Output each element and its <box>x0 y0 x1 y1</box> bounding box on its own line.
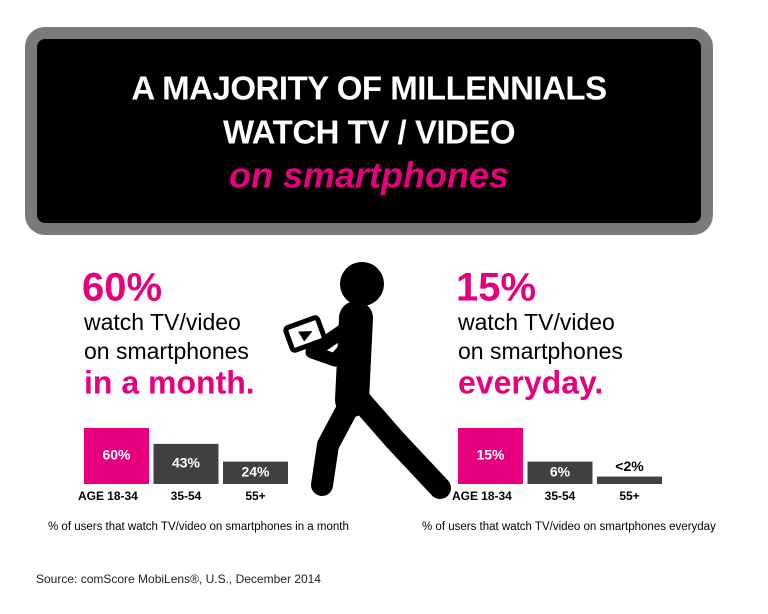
x-tick-label: 18-34 <box>107 489 138 503</box>
caption: % of users that watch TV/video on smartp… <box>48 521 349 533</box>
description: watch TV/video <box>457 309 615 335</box>
header-box <box>25 27 713 235</box>
bar <box>458 428 523 484</box>
description: on smartphones <box>458 338 623 364</box>
x-tick-label: 35-54 <box>545 489 576 503</box>
x-tick-label: 35-54 <box>171 489 202 503</box>
value-label: 43% <box>172 455 201 471</box>
emphasis: in a month. <box>84 364 255 400</box>
description: on smartphones <box>84 338 249 364</box>
value-label: 15% <box>476 447 505 463</box>
axis-prefix: AGE <box>452 489 478 503</box>
header-line: WATCH TV / VIDEO <box>223 114 515 151</box>
bar <box>527 461 593 484</box>
bar <box>223 461 288 484</box>
bar <box>84 428 149 484</box>
header-emphasis: on smartphones <box>229 155 509 196</box>
bar <box>597 476 662 484</box>
value-label: 24% <box>241 464 270 480</box>
value-label: <2% <box>615 458 644 474</box>
x-tick-label: 18-34 <box>481 489 512 503</box>
headline: 60% <box>82 266 162 310</box>
x-tick-label: 55+ <box>245 489 265 503</box>
caption: % of users that watch TV/video on smartp… <box>422 521 716 533</box>
emphasis: everyday. <box>458 364 603 400</box>
axis-prefix: AGE <box>78 489 104 503</box>
person-figure <box>283 262 451 499</box>
description: watch TV/video <box>83 309 241 335</box>
header-line: A MAJORITY OF MILLENNIALS <box>131 70 606 107</box>
value-label: 60% <box>102 447 131 463</box>
bar <box>153 443 219 484</box>
source: Source: comScore MobiLens®, U.S., Decemb… <box>36 572 321 586</box>
headline: 15% <box>456 266 536 310</box>
x-tick-label: 55+ <box>619 489 639 503</box>
value-label: 6% <box>550 464 571 480</box>
